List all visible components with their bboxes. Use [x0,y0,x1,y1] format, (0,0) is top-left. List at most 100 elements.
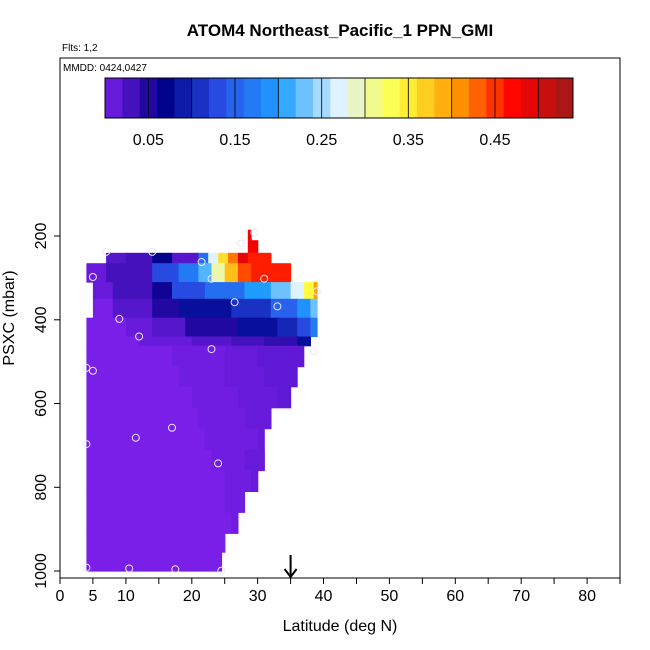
colorbar-segment [191,78,210,118]
sample-point [102,247,111,256]
sample-point [197,258,206,266]
heatmap-cell [224,470,252,492]
sample-point [250,228,259,237]
heatmap-cell [86,470,226,492]
heatmap-cell [224,263,239,283]
heatmap-cell [139,336,193,347]
heatmap-cell [277,386,292,409]
sample-point [148,247,157,256]
heatmap-cell [297,317,311,338]
sample-point [214,459,223,468]
colorbar-segment [417,78,435,118]
heatmap-cell [178,298,232,319]
sample-point [237,239,246,248]
heatmap-cell [86,366,180,388]
colorbar-frame [104,77,574,119]
heatmap-cell [224,366,265,388]
colorbar-segment [157,78,175,118]
heatmap-cell [277,317,298,338]
heatmap-cell [270,282,292,300]
heatmap-cell [86,491,226,513]
y-tick-label: 600 [33,390,50,417]
colorbar-segment [105,78,123,118]
colorbar-segment [174,78,193,118]
heatmap-cell [152,317,186,338]
heatmap-cell [204,282,245,300]
heatmap-cell [172,282,206,300]
x-tick-label: 50 [381,588,399,605]
heatmap-cell [251,470,259,492]
colorbar-tick-label: 0.45 [479,132,510,149]
colorbar: 0.05 0.15 0.25 0.35 0.45 [104,77,574,149]
heatmap-cell [211,449,245,472]
x-tick-label: 30 [249,588,267,605]
heatmap-cell [185,317,239,338]
x-tick-label: 80 [578,588,596,605]
heatmap-cell [178,263,199,283]
colorbar-segment [521,78,539,118]
x-tick-label: 70 [512,588,530,605]
heatmap-cell [237,386,278,409]
heatmap-cell [244,449,265,472]
x-tick-label: 5 [88,588,97,605]
heatmap-cell [172,252,199,264]
heatmap-cell [86,407,199,430]
colorbar-tick-label: 0.35 [393,132,424,149]
heatmap-cell [86,263,107,283]
heatmap-cell [237,252,249,264]
x-tick-label: 60 [446,588,464,605]
colorbar-segment [382,78,401,118]
heatmap-cell [112,282,153,300]
heatmap-cell [264,336,298,347]
colorbar-segment [503,78,522,118]
y-tick-label: 400 [33,306,50,333]
heatmap-cell [86,345,173,368]
colorbar-segment [261,78,279,118]
heatmap-cell [290,282,305,300]
heatmap-cell [224,345,259,368]
sample-point [82,363,91,372]
x-tick-label: 0 [56,588,65,605]
flights-label: Flts: 1,2 [62,43,98,54]
heatmap-cell [152,263,180,283]
heatmap-cell [257,345,305,368]
sample-point [168,423,176,432]
heatmap-cell [86,428,206,451]
points-layer [82,228,321,575]
heatmap-cell [172,345,226,368]
heatmap-cell [231,298,272,319]
x-axis-label: Latitude (deg N) [283,618,398,635]
chart-title: ATOM4 Northeast_Pacific_1 PPN_GMI [187,21,493,40]
sample-point [135,332,144,341]
heatmap-cell [224,491,246,513]
heatmap-cell [264,366,298,388]
heatmap-cell [191,386,239,409]
sample-point [217,566,226,575]
colorbar-tick-label: 0.25 [306,132,337,149]
heatmap-cell [303,282,315,300]
heatmap-cell [251,263,292,283]
sample-point [88,366,97,375]
heatmap-cell [310,298,318,319]
heatmap-cell [211,263,226,283]
heatmap-cell [106,263,153,283]
x-tick-label: 40 [315,588,333,605]
x-tick-label: 10 [117,588,135,605]
heatmap-cell [228,252,239,264]
colorbar-segment [295,78,314,118]
x-tick-label: 20 [183,588,201,605]
sample-point [207,345,216,354]
colorbar-tick-label: 0.05 [133,132,164,149]
heatmap-cell [86,317,127,338]
colorbar-segment [451,78,470,118]
heatmap-cell [297,336,311,347]
sample-point [82,440,91,449]
colorbar-segment [469,78,487,118]
heatmap-cell [218,252,229,264]
sample-point [171,565,180,574]
colorbar-segment [122,78,141,118]
y-tick-label: 800 [33,474,50,501]
colorbar-segment [555,78,574,118]
sample-point [230,298,239,307]
colorbar-segment [209,78,227,118]
